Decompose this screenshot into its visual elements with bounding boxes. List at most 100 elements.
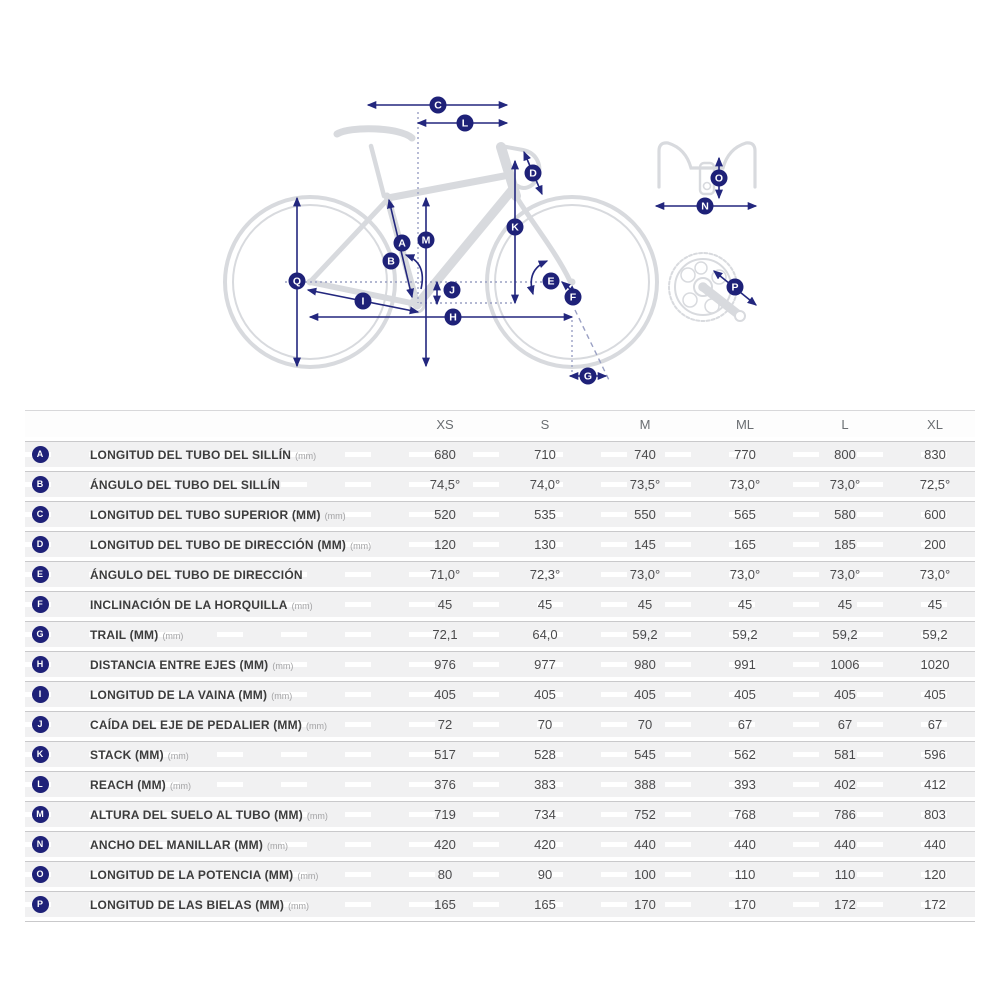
value-cell: 562 xyxy=(734,747,756,762)
value-cell: 405 xyxy=(834,687,856,702)
value-cell: 73,0° xyxy=(629,567,661,582)
value-cell: 165 xyxy=(534,897,556,912)
row-letter-badge: E xyxy=(31,566,49,583)
row-label-col: ANCHO DEL MANILLAR (MM) (mm) xyxy=(55,838,395,852)
value-cell: 59,2 xyxy=(832,627,858,642)
row-values: 719 734 752 768 786 803 xyxy=(395,807,975,822)
row-badge-col: N xyxy=(25,836,55,853)
value-cell: 405 xyxy=(634,687,656,702)
value-cell: 752 xyxy=(634,807,656,822)
table-row: M ALTURA DEL SUELO AL TUBO (MM) (mm) 719… xyxy=(25,801,975,827)
svg-text:Q: Q xyxy=(293,276,301,288)
row-unit: (mm) xyxy=(306,810,328,821)
row-unit: (mm) xyxy=(170,780,191,791)
dim-badge-g: G xyxy=(579,367,597,385)
row-values: 71,0° 72,3° 73,0° 73,0° 73,0° 73,0° xyxy=(395,567,975,582)
value-cell: 59,2 xyxy=(632,627,658,642)
header-label-spacer xyxy=(55,424,395,425)
value-cell: 172 xyxy=(924,897,946,912)
value-cell: 67 xyxy=(737,717,753,732)
row-label-col: ALTURA DEL SUELO AL TUBO (MM) (mm) xyxy=(55,808,395,822)
value-cell: 800 xyxy=(834,447,856,462)
value-cell: 680 xyxy=(434,447,456,462)
value-cell: 770 xyxy=(734,447,756,462)
dim-badge-i: I xyxy=(354,292,372,310)
value-cell: 45 xyxy=(927,597,943,612)
value-cell: 59,2 xyxy=(922,627,948,642)
value-cell: 786 xyxy=(834,807,856,822)
row-unit: (mm) xyxy=(297,870,319,881)
row-label-col: TRAIL (MM) (mm) xyxy=(55,628,395,642)
steering-axis-ref xyxy=(574,309,610,381)
dimension-badges: C L A B M Q I J H K D E F G O N P xyxy=(288,96,744,385)
row-label: LONGITUD DEL TUBO DE DIRECCIÓN (MM) xyxy=(90,537,347,552)
table-row: O LONGITUD DE LA POTENCIA (MM) (mm) 80 90… xyxy=(25,861,975,887)
top-tube xyxy=(384,172,508,202)
value-cell: 976 xyxy=(434,657,456,672)
value-cell: 172 xyxy=(834,897,856,912)
row-label: INCLINACIÓN DE LA HORQUILLA xyxy=(90,597,288,612)
value-cell: 73,0° xyxy=(919,567,951,582)
row-values: 72 70 70 67 67 67 xyxy=(395,717,975,732)
row-badge-col: G xyxy=(25,626,55,643)
row-label-col: INCLINACIÓN DE LA HORQUILLA (mm) xyxy=(55,598,395,612)
dim-badge-c: C xyxy=(429,96,447,114)
value-cell: 64,0 xyxy=(532,627,558,642)
value-cell: 67 xyxy=(927,717,943,732)
row-label: ÁNGULO DEL TUBO DE DIRECCIÓN xyxy=(90,567,303,582)
value-cell: 120 xyxy=(924,867,946,882)
value-cell: 520 xyxy=(434,507,456,522)
value-cell: 200 xyxy=(924,537,946,552)
row-label: LONGITUD DEL TUBO SUPERIOR (MM) xyxy=(90,507,321,522)
row-values: 120 130 145 165 185 200 xyxy=(395,537,975,552)
row-badge-col: A xyxy=(25,446,55,463)
value-cell: 73,0° xyxy=(829,477,861,492)
value-cell: 73,0° xyxy=(829,567,861,582)
size-header-cell: ML xyxy=(735,416,755,432)
value-cell: 72,1 xyxy=(432,627,458,642)
row-label-col: LONGITUD DEL TUBO DE DIRECCIÓN (MM) (mm) xyxy=(55,538,395,552)
geometry-table: XS S M ML L XL A LONGITUD DEL TUBO DEL SILLÍN… xyxy=(25,410,975,922)
table-row: J CAÍDA DEL EJE DE PEDALIER (MM) (mm) 72… xyxy=(25,711,975,737)
svg-text:A: A xyxy=(398,238,406,250)
value-cell: 768 xyxy=(734,807,756,822)
dim-badge-p: P xyxy=(726,278,744,296)
row-letter-badge: N xyxy=(31,836,49,853)
value-cell: 440 xyxy=(924,837,946,852)
size-header-cell: XS xyxy=(436,416,454,432)
row-label: LONGITUD DE LA POTENCIA (MM) xyxy=(90,867,294,882)
value-cell: 45 xyxy=(637,597,653,612)
value-cell: 600 xyxy=(924,507,946,522)
value-cell: 545 xyxy=(634,747,656,762)
value-cell: 1006 xyxy=(830,657,860,672)
svg-text:H: H xyxy=(449,312,457,324)
value-cell: 710 xyxy=(534,447,556,462)
table-row: E ÁNGULO DEL TUBO DE DIRECCIÓN 71,0° 72,3… xyxy=(25,561,975,587)
svg-text:D: D xyxy=(529,168,537,180)
dim-badge-m: M xyxy=(417,231,435,249)
row-values: 680 710 740 770 800 830 xyxy=(395,447,975,462)
value-cell: 719 xyxy=(434,807,456,822)
dim-badge-a: A xyxy=(393,234,411,252)
value-cell: 830 xyxy=(924,447,946,462)
value-cell: 72,5° xyxy=(919,477,951,492)
value-cell: 383 xyxy=(534,777,556,792)
value-cell: 405 xyxy=(924,687,946,702)
row-badge-col: I xyxy=(25,686,55,703)
value-cell: 165 xyxy=(434,897,456,912)
row-badge-col: H xyxy=(25,656,55,673)
value-cell: 980 xyxy=(634,657,656,672)
row-label-col: LONGITUD DE LAS BIELAS (MM) (mm) xyxy=(55,898,395,912)
svg-text:F: F xyxy=(570,292,577,304)
row-label: LONGITUD DEL TUBO DEL SILLÍN xyxy=(90,447,292,462)
row-letter-badge: G xyxy=(31,626,49,643)
table-row: G TRAIL (MM) (mm) 72,1 64,0 59,2 59,2 59,2 59… xyxy=(25,621,975,647)
value-cell: 440 xyxy=(834,837,856,852)
bike-geometry-diagram: C L A B M Q I J H K D E F G O N P xyxy=(223,96,758,385)
row-values: 520 535 550 565 580 600 xyxy=(395,507,975,522)
row-label-col: ÁNGULO DEL TUBO DEL SILLÍN xyxy=(55,478,395,492)
dim-badge-n: N xyxy=(696,197,714,215)
value-cell: 45 xyxy=(737,597,753,612)
table-row: L REACH (MM) (mm) 376 383 388 393 402 412 xyxy=(25,771,975,797)
